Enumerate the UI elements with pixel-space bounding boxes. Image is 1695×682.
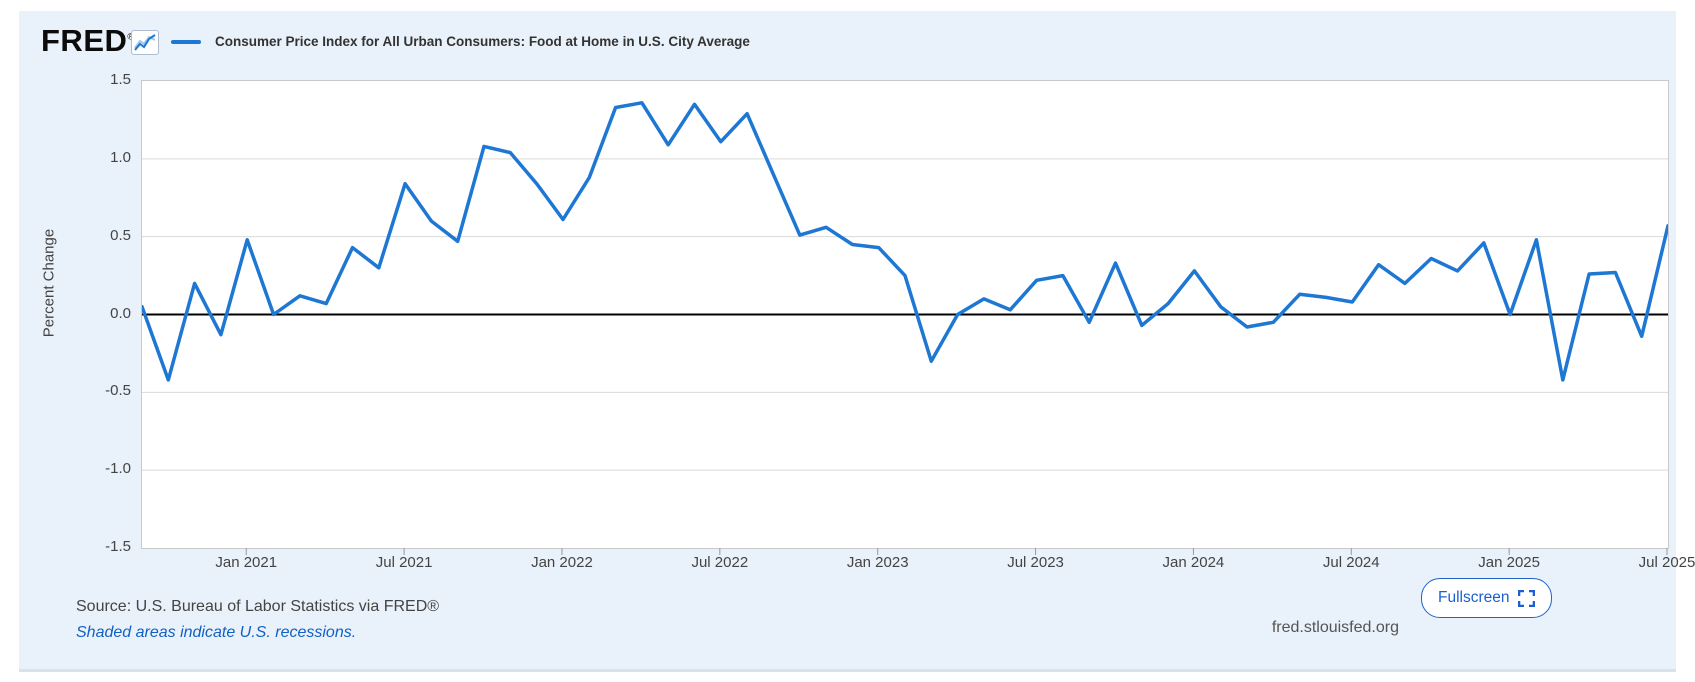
fred-sparkline-icon <box>131 30 159 55</box>
series-title: Consumer Price Index for All Urban Consu… <box>215 34 750 49</box>
legend-line-swatch <box>171 40 201 44</box>
source-note: Source: U.S. Bureau of Labor Statistics … <box>76 598 440 615</box>
x-tick-label: Jul 2022 <box>691 554 749 571</box>
fullscreen-button[interactable]: Fullscreen <box>1421 578 1552 618</box>
x-tick-label: Jan 2024 <box>1162 554 1225 571</box>
fullscreen-button-label: Fullscreen <box>1438 589 1510 606</box>
plot-area[interactable] <box>140 80 1670 549</box>
y-tick-label: -1.5 <box>105 538 131 555</box>
y-tick-label: -1.0 <box>105 460 131 478</box>
x-tick-label: Jan 2022 <box>531 554 593 571</box>
x-tick-label: Jul 2025 <box>1638 554 1695 571</box>
y-tick-label: 0.0 <box>110 304 131 322</box>
x-tick-label: Jan 2021 <box>215 554 278 571</box>
fred-logo: FRED® <box>41 23 135 59</box>
fullscreen-icon <box>1517 589 1535 607</box>
y-tick-label: -0.5 <box>105 382 131 400</box>
y-tick-label: 1.0 <box>110 148 131 166</box>
x-tick-label: Jan 2023 <box>846 554 909 571</box>
site-url: fred.stlouisfed.org <box>1271 619 1399 636</box>
y-tick-label: 1.5 <box>110 71 131 88</box>
fred-logo-text: FRED <box>41 23 128 58</box>
chart-panel: FRED® Consumer Price Index for All Urban… <box>19 11 1695 672</box>
x-axis-ticks <box>245 548 1668 555</box>
line-chart-svg <box>140 101 1670 471</box>
x-tick-label: Jul 2021 <box>375 554 433 571</box>
y-axis-title: Percent Change <box>40 228 58 338</box>
x-tick-label: Jan 2025 <box>1478 554 1540 571</box>
recessions-link[interactable]: Shaded areas indicate U.S. recessions. <box>76 624 357 641</box>
y-tick-label: 0.5 <box>110 226 131 244</box>
registered-mark: ® <box>127 32 134 42</box>
x-tick-label: Jul 2023 <box>1007 554 1064 571</box>
x-tick-label: Jul 2024 <box>1322 554 1380 571</box>
